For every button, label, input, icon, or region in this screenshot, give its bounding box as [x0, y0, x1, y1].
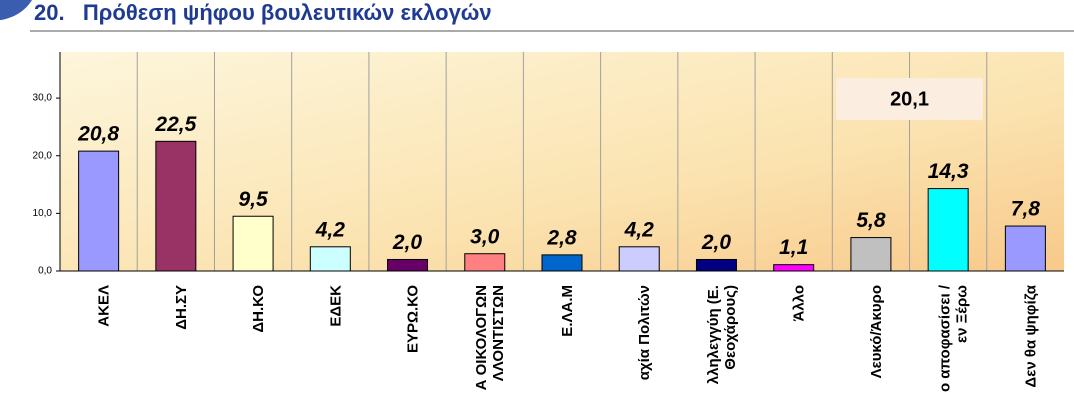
bar — [773, 264, 815, 272]
x-tick-label: Α ΟΙΚΟΛΟΓΩΝ — [473, 285, 490, 390]
x-tick-label: λληλεγγύη (Ε. — [705, 285, 722, 384]
x-tick-label: Δεν θα ψηφίζα — [1022, 284, 1039, 387]
value-label: 20,8 — [77, 123, 119, 146]
bar — [232, 215, 274, 272]
value-label: 2,0 — [701, 231, 732, 254]
x-tick-label: ΑΚΕΛ — [96, 285, 113, 327]
value-label: 14,3 — [928, 160, 969, 183]
y-tick-label: 10,0 — [33, 208, 53, 219]
value-label: 3,0 — [470, 225, 500, 248]
y-tick-label: 30,0 — [33, 93, 53, 104]
x-tick-label: ΔΗ.ΚΟ — [250, 285, 267, 333]
bar — [464, 253, 506, 272]
x-tick-label: αχία Πολιτών — [636, 285, 653, 380]
bar — [695, 258, 737, 272]
x-tick-label: ΔΗ.ΣΥ — [173, 285, 190, 330]
bar — [1004, 225, 1046, 272]
x-tick-label: εν Ξέρω — [954, 285, 971, 343]
value-label: 9,5 — [238, 188, 268, 211]
x-tick-label: Ε.ΛΑ.Μ — [559, 285, 576, 337]
x-tick-label: ΛΛΟΝΤΙΣΤΩΝ — [490, 285, 507, 381]
bar — [309, 246, 351, 272]
value-label: 4,2 — [624, 218, 655, 241]
x-tick-label: Θεοχάρους) — [722, 285, 739, 370]
value-label: 2,8 — [546, 226, 577, 249]
chart-title: 20. Πρόθεση ψήφου βουλευτικών εκλογών — [34, 0, 492, 25]
x-tick-label: ΕΔΕΚ — [327, 285, 344, 327]
y-tick-label: 20,0 — [33, 150, 53, 161]
value-label: 2,0 — [392, 231, 423, 254]
x-tick-label: Άλλο — [791, 285, 808, 322]
value-label: 22,5 — [154, 113, 196, 136]
annotation: 20,1 — [890, 88, 929, 110]
x-tick-label: ΕΥΡΩ.ΚΟ — [405, 285, 422, 353]
annotation-box — [836, 78, 983, 120]
value-label: 4,2 — [315, 218, 346, 241]
value-label: 7,8 — [1011, 198, 1041, 221]
value-label: 1,1 — [779, 236, 808, 259]
bar — [927, 188, 969, 272]
bar — [850, 237, 892, 272]
logo — [0, 0, 32, 20]
bar — [618, 246, 660, 272]
x-tick-label: ο αποφασίσει / — [937, 284, 954, 392]
bar — [541, 254, 583, 272]
bar — [78, 150, 120, 272]
value-label: 5,8 — [856, 209, 886, 232]
y-tick-label: 0,0 — [38, 266, 52, 277]
x-tick-label: Λευκό/Άκυρο — [868, 285, 885, 378]
bar — [387, 258, 429, 272]
bar — [155, 140, 197, 272]
